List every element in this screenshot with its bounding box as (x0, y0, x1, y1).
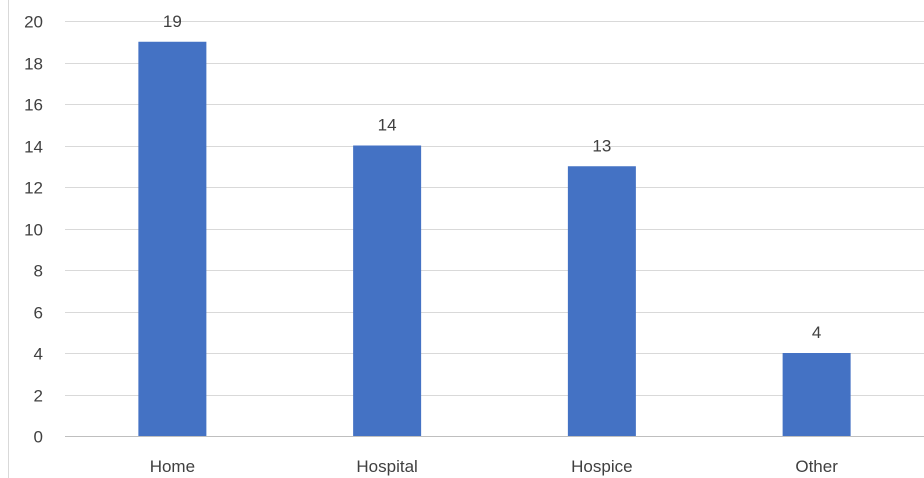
y-tick-label: 16 (24, 96, 43, 115)
x-tick-label-hospice: Hospice (571, 457, 632, 476)
x-tick-label-hospital: Hospital (356, 457, 417, 476)
y-tick-label: 12 (24, 179, 43, 198)
y-axis-ticks: 0 2 4 6 8 10 12 14 16 18 20 (24, 13, 43, 447)
bars (138, 41, 851, 436)
data-label-hospice: 13 (592, 136, 611, 155)
bar-hospital (353, 145, 422, 436)
y-tick-label: 2 (34, 387, 43, 406)
data-label-home: 19 (163, 12, 182, 31)
x-tick-label-other: Other (795, 457, 838, 476)
y-tick-label: 18 (24, 55, 43, 74)
y-tick-label: 20 (24, 13, 43, 32)
x-tick-label-home: Home (150, 457, 195, 476)
bar-other (782, 353, 851, 436)
bar-home (138, 41, 207, 436)
y-tick-label: 4 (34, 345, 43, 364)
bar-hospice (567, 166, 636, 436)
data-label-other: 4 (812, 323, 821, 342)
y-tick-label: 10 (24, 221, 43, 240)
y-tick-label: 6 (34, 304, 43, 323)
y-tick-label: 14 (24, 138, 43, 157)
data-labels: 19 14 13 4 (163, 12, 821, 342)
gridlines (65, 21, 924, 437)
data-label-hospital: 14 (378, 116, 397, 135)
y-tick-label: 0 (34, 428, 43, 447)
x-axis-ticks: Home Hospital Hospice Other (150, 457, 839, 476)
y-tick-label: 8 (34, 262, 43, 281)
